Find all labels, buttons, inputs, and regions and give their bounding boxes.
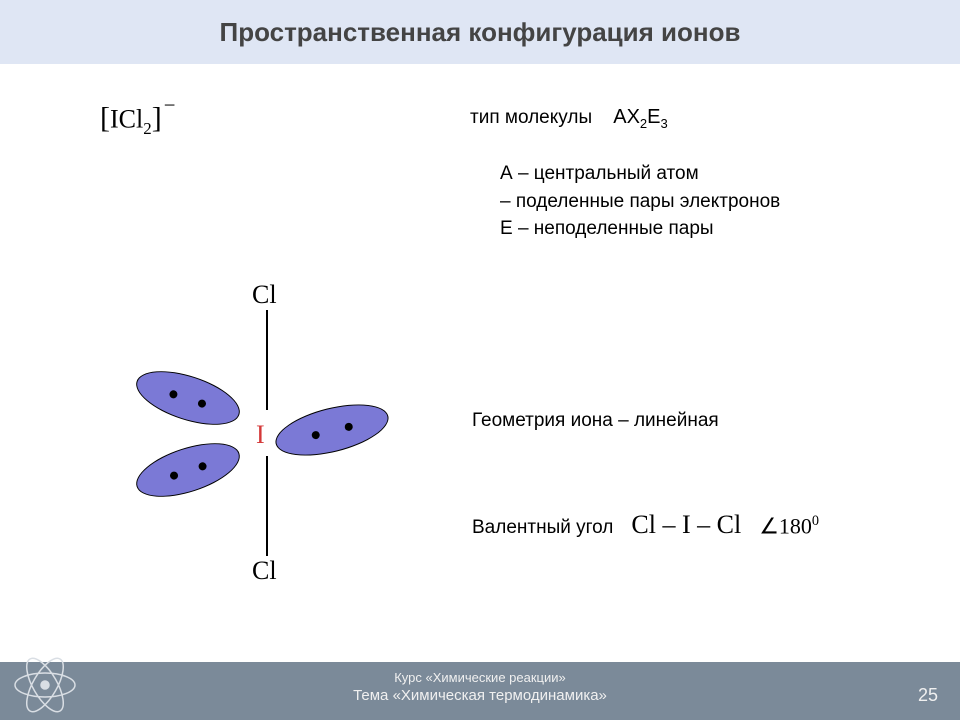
formula-central: I [110, 105, 119, 134]
ion-diagram: Cl Cl I [70, 280, 430, 590]
bond-angle-value: ∠1800 [759, 513, 819, 539]
page-number: 25 [918, 685, 938, 706]
legend-a: А – центральный атом [500, 160, 780, 188]
bond-angle-label: Валентный угол [472, 517, 613, 539]
title-bar: Пространственная конфигурация ионов [0, 0, 960, 64]
lone-pair-2 [270, 395, 393, 466]
legend-block: А – центральный атом – поделенные пары э… [500, 160, 780, 243]
molecule-type-label: тип молекулы [470, 107, 592, 128]
formula-charge: − [164, 94, 176, 117]
diagram-cl-top: Cl [252, 280, 277, 310]
vsepr-a: A [613, 106, 626, 128]
footer-topic: Тема «Химическая термодинамика» [0, 687, 960, 704]
lone-pair-1 [130, 432, 246, 507]
vsepr-en: 3 [661, 116, 668, 131]
geometry-text: Геометрия иона – линейная [472, 410, 719, 432]
vsepr-e: E [647, 106, 660, 128]
formula-ligand-count: 2 [143, 119, 151, 138]
vsepr-x: X [627, 106, 640, 128]
diagram-iodine: I [256, 420, 265, 450]
legend-e: Е – неподеленные пары [500, 215, 780, 243]
ion-formula: [ICl2]− [100, 100, 173, 139]
bond-angle-atoms: Cl – I – Cl [631, 510, 741, 540]
footer-course: Курс «Химические реакции» [0, 670, 960, 685]
slide-footer: Курс «Химические реакции» Тема «Химическ… [0, 662, 960, 720]
slide-title: Пространственная конфигурация ионов [220, 17, 741, 48]
diagram-cl-bottom: Cl [252, 556, 277, 586]
molecule-type-row: тип молекулы AX2E3 [470, 106, 668, 131]
lone-pair-0 [130, 360, 246, 435]
bond-angle-row: Валентный угол Cl – I – Cl ∠1800 [472, 510, 819, 540]
formula-ligand: Cl [119, 105, 144, 134]
legend-x: – поделенные пары электронов [500, 188, 780, 216]
